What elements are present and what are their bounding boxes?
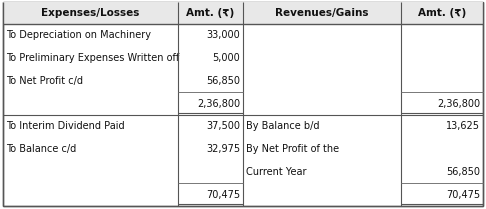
Text: By Net Profit of the: By Net Profit of the — [246, 144, 339, 154]
Text: By Balance b/d: By Balance b/d — [246, 121, 319, 131]
Text: 33,000: 33,000 — [206, 30, 240, 40]
Text: 13,625: 13,625 — [446, 121, 480, 131]
Text: To Balance c/d: To Balance c/d — [6, 144, 76, 154]
Text: To Interim Dividend Paid: To Interim Dividend Paid — [6, 121, 124, 131]
Text: Amt. (₹): Amt. (₹) — [187, 8, 235, 18]
Text: To Net Profit c/d: To Net Profit c/d — [6, 76, 83, 86]
Text: 32,975: 32,975 — [206, 144, 240, 154]
Text: Current Year: Current Year — [246, 167, 307, 177]
Text: 37,500: 37,500 — [206, 121, 240, 131]
Text: Amt. (₹): Amt. (₹) — [418, 8, 467, 18]
Text: 56,850: 56,850 — [206, 76, 240, 86]
Text: 5,000: 5,000 — [212, 53, 240, 63]
Text: To Depreciation on Machinery: To Depreciation on Machinery — [6, 30, 151, 40]
Text: 70,475: 70,475 — [446, 190, 480, 200]
Bar — [3, 2, 483, 24]
Text: Revenues/Gains: Revenues/Gains — [276, 8, 369, 18]
Text: 2,36,800: 2,36,800 — [437, 99, 480, 109]
Text: 56,850: 56,850 — [446, 167, 480, 177]
Text: 2,36,800: 2,36,800 — [197, 99, 240, 109]
Text: Expenses/Losses: Expenses/Losses — [41, 8, 140, 18]
Text: To Preliminary Expenses Written off: To Preliminary Expenses Written off — [6, 53, 179, 63]
Text: 70,475: 70,475 — [206, 190, 240, 200]
